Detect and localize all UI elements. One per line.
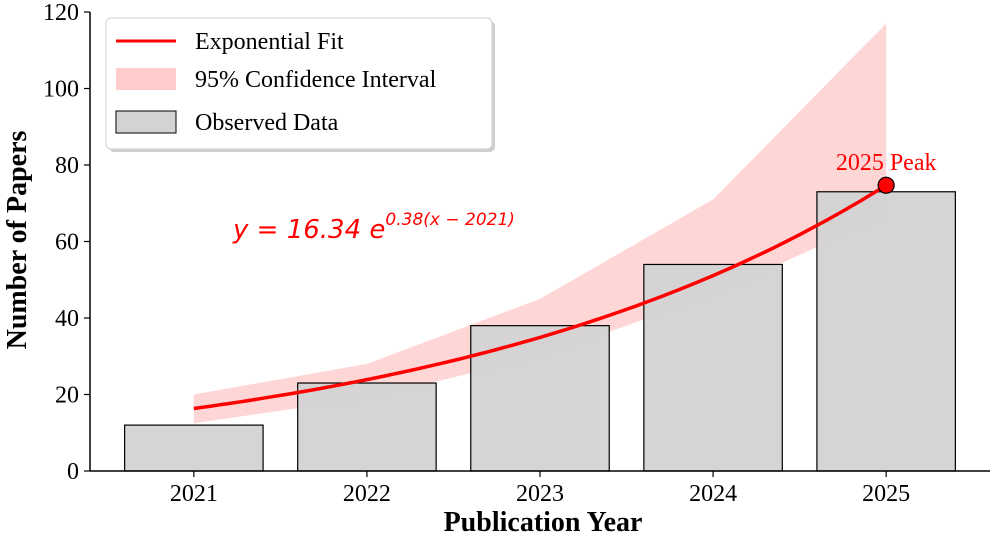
peak-marker (877, 176, 895, 194)
fit-line-layer (193, 183, 888, 411)
bar-2022 (297, 382, 437, 472)
y-tick-label-100: 100 (43, 77, 79, 103)
x-tick-label-2022: 2022 (343, 481, 391, 507)
x-tick-label-2023: 2023 (516, 481, 564, 507)
exponential-fit-line (193, 183, 888, 411)
legend-frame (105, 17, 493, 150)
y-tick-label-0: 0 (67, 459, 79, 485)
x-axis-title: Publication Year (444, 507, 643, 536)
peak-label: 2025 Peak (836, 150, 937, 176)
legend-label-band: 95% Confidence Interval (195, 67, 437, 93)
legend-label-fit: Exponential Fit (195, 29, 344, 55)
bar-2023 (470, 325, 610, 472)
x-tick-label-2021: 2021 (170, 481, 218, 507)
legend-label-observed: Observed Data (195, 110, 339, 136)
x-tick-label-2025: 2025 (862, 481, 910, 507)
legend-band-swatch (116, 68, 176, 90)
y-tick-label-20: 20 (55, 383, 79, 409)
bar-2025 (816, 191, 956, 472)
tick-layer: 0 20 40 60 80 100 120 2021 2022 2023 2024 2025 (43, 0, 910, 507)
legend: Exponential Fit 95% Confidence Interval … (105, 17, 495, 152)
y-tick-label-80: 80 (55, 153, 79, 179)
x-tick-label-2024: 2024 (689, 481, 737, 507)
fit-equation: y = 16.34 e0.38(x − 2021) (232, 210, 515, 245)
bar-2024 (643, 263, 783, 472)
peak-annotation: 2025 Peak (836, 150, 937, 194)
y-tick-label-120: 120 (43, 0, 79, 26)
y-tick-label-40: 40 (55, 306, 79, 332)
y-axis-title: Number of Papers (2, 131, 33, 350)
bar-2021 (124, 424, 264, 472)
legend-bar-swatch (115, 110, 177, 134)
y-tick-label-60: 60 (55, 230, 79, 256)
